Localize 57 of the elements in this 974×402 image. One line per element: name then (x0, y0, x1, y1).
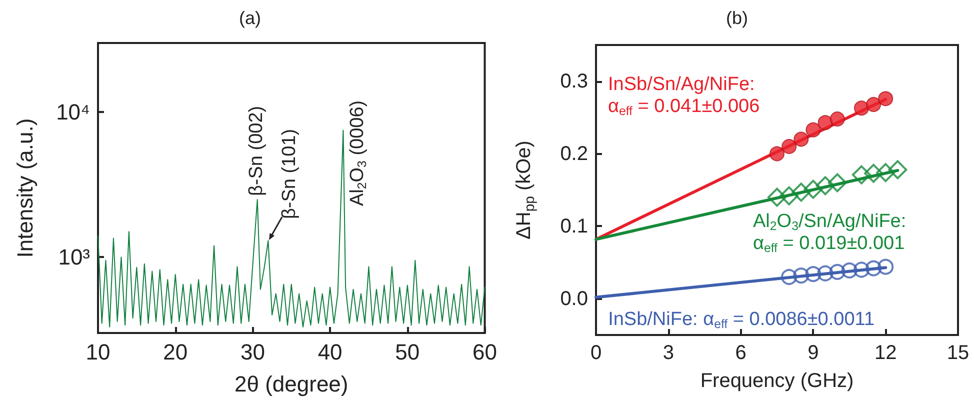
annotation: β-Sn (101) (279, 128, 300, 219)
y-tick-label: 10⁴ (56, 100, 90, 125)
y-tick-label: 0.3 (560, 70, 588, 92)
point (830, 111, 845, 126)
series-label: InSb/NiFe: α$_{eff}$ = 0.0086±0.0011 (608, 309, 875, 332)
point (866, 260, 882, 276)
x-tick-label: 15 (946, 342, 970, 364)
point (878, 91, 894, 106)
y-tick-label: 0.2 (560, 142, 588, 165)
x-tick-label: 40 (318, 340, 342, 364)
chart-title: (b) (726, 8, 748, 28)
point (816, 176, 835, 196)
y-tick-label: 0.1 (560, 215, 588, 238)
point (818, 115, 833, 130)
text: Al$_{2}$O$_{3}$/Sn/Ag/NiFe: α$_{eff}$ = 0.019±0.001 (753, 211, 906, 256)
point (829, 264, 846, 280)
point (854, 100, 869, 116)
y-tick-label: 10³ (58, 244, 90, 270)
chart-title: (a) (239, 8, 261, 28)
point (792, 182, 811, 202)
annotation: β-Sn (002) (246, 106, 268, 196)
x-tick-label: 0 (590, 342, 602, 364)
x-axis-title: Frequency (GHz) (700, 370, 854, 392)
x-tick-label: 30 (240, 340, 265, 364)
series-label: InSb/Sn/Ag/NiFe: α$_{eff}$ = 0.041±0.006 (608, 74, 760, 118)
point (852, 165, 871, 184)
point (780, 186, 799, 206)
x-tick-label: 9 (808, 342, 819, 364)
point (781, 269, 798, 285)
point (794, 132, 809, 147)
y-tick-label: 0.0 (560, 288, 588, 310)
y-axis-title: ΔHpp (kOe) (513, 140, 537, 240)
point (828, 173, 847, 192)
point (864, 164, 884, 183)
point (793, 268, 810, 284)
point (888, 160, 908, 180)
point (878, 258, 894, 275)
x-tick-label: 12 (874, 342, 897, 364)
point (782, 139, 797, 154)
x-axis-title: 2θ (degree) (234, 372, 348, 396)
point (866, 96, 882, 112)
x-tick-label: 6 (735, 342, 746, 364)
point (768, 188, 786, 207)
x-tick-label: 60 (472, 340, 498, 364)
x-tick-label: 20 (163, 340, 188, 364)
point (806, 122, 821, 138)
x-tick-label: 50 (395, 340, 420, 364)
x-tick-label: 3 (662, 342, 674, 364)
y-axis-title: Intensity (a.u.) (12, 118, 38, 258)
point (817, 265, 834, 282)
point (876, 163, 896, 182)
x-tick-label: 10 (86, 340, 110, 364)
point (770, 146, 784, 162)
point (804, 180, 823, 199)
point (841, 262, 858, 278)
point (805, 266, 822, 282)
point (853, 262, 870, 278)
